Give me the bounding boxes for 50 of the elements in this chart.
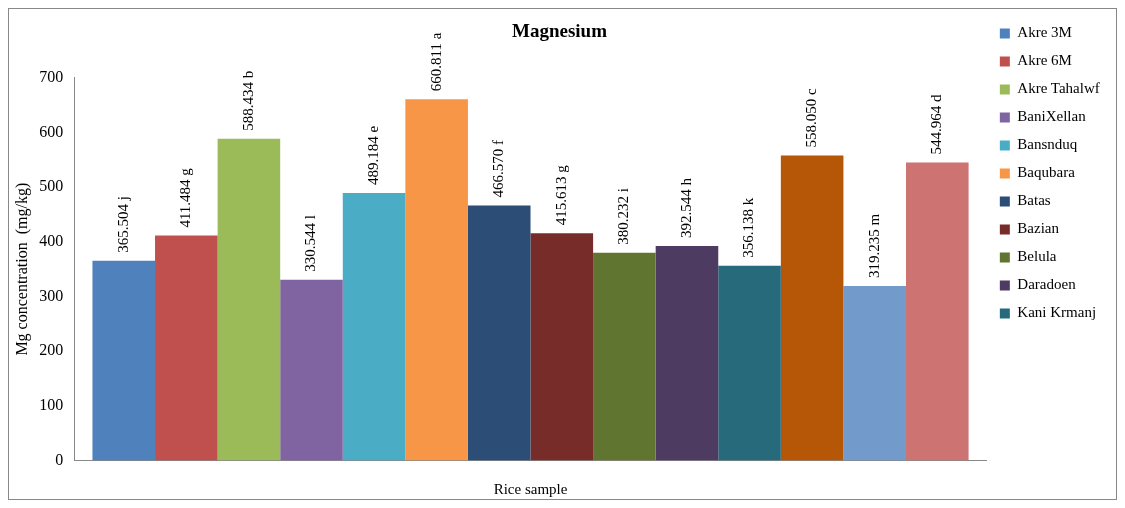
y-tick-label: 500 — [39, 177, 64, 195]
bar — [467, 205, 531, 461]
y-tick-label: 300 — [39, 286, 64, 304]
data-label: 660.811 a — [427, 32, 444, 92]
bar — [843, 286, 907, 461]
data-label: 411.484 g — [177, 167, 194, 228]
legend-label: Akre Tahalwf — [1017, 80, 1100, 97]
data-label: 356.138 k — [740, 197, 757, 258]
bar — [155, 235, 218, 461]
legend-label: Bazian — [1017, 220, 1060, 237]
bar — [405, 99, 468, 461]
bar — [342, 193, 406, 461]
data-label: 558.050 c — [803, 87, 820, 148]
data-label: 415.613 g — [552, 164, 569, 226]
y-axis-title: Mg concentration (mg/kg) — [12, 182, 31, 356]
y-tick-label: 400 — [39, 232, 64, 250]
legend-label: Akre 6M — [1017, 52, 1072, 69]
data-label: 319.235 m — [865, 213, 882, 279]
bar — [906, 162, 969, 461]
y-tick-label: 700 — [39, 68, 64, 85]
bar — [92, 260, 156, 461]
legend-label: Kani Krmanj — [1017, 304, 1097, 321]
bar — [780, 155, 844, 461]
legend-label: Belula — [1017, 248, 1057, 265]
data-label: 466.570 f — [490, 139, 507, 198]
legend-label: Baqubara — [1017, 164, 1076, 181]
y-tick-label: 0 — [55, 450, 64, 468]
x-axis-title: Rice sample — [493, 480, 568, 497]
bar — [280, 279, 343, 461]
bar — [530, 233, 594, 461]
bar — [217, 138, 281, 461]
legend-label: Bansnduq — [1017, 136, 1078, 153]
bar — [655, 245, 719, 461]
data-label: 544.964 d — [928, 94, 945, 155]
data-label: 380.232 i — [615, 188, 632, 245]
legend-label: BaniXellan — [1017, 108, 1087, 125]
bar — [718, 265, 781, 461]
y-tick-label: 600 — [39, 122, 64, 140]
y-tick-label: 100 — [39, 396, 64, 414]
data-label: 489.184 e — [365, 125, 381, 186]
data-label: 392.544 h — [677, 177, 694, 238]
bar — [593, 252, 656, 461]
legend-label: Akre 3M — [1017, 24, 1072, 41]
data-label: 330.544 l — [302, 215, 319, 272]
chart-title: Magnesium — [512, 20, 608, 42]
legend-label: Daradoen — [1017, 276, 1077, 293]
data-label: 365.504 j — [114, 196, 131, 253]
legend-label: Batas — [1017, 192, 1051, 209]
data-label: 588.434 b — [239, 70, 256, 131]
y-tick-label: 200 — [39, 341, 64, 359]
